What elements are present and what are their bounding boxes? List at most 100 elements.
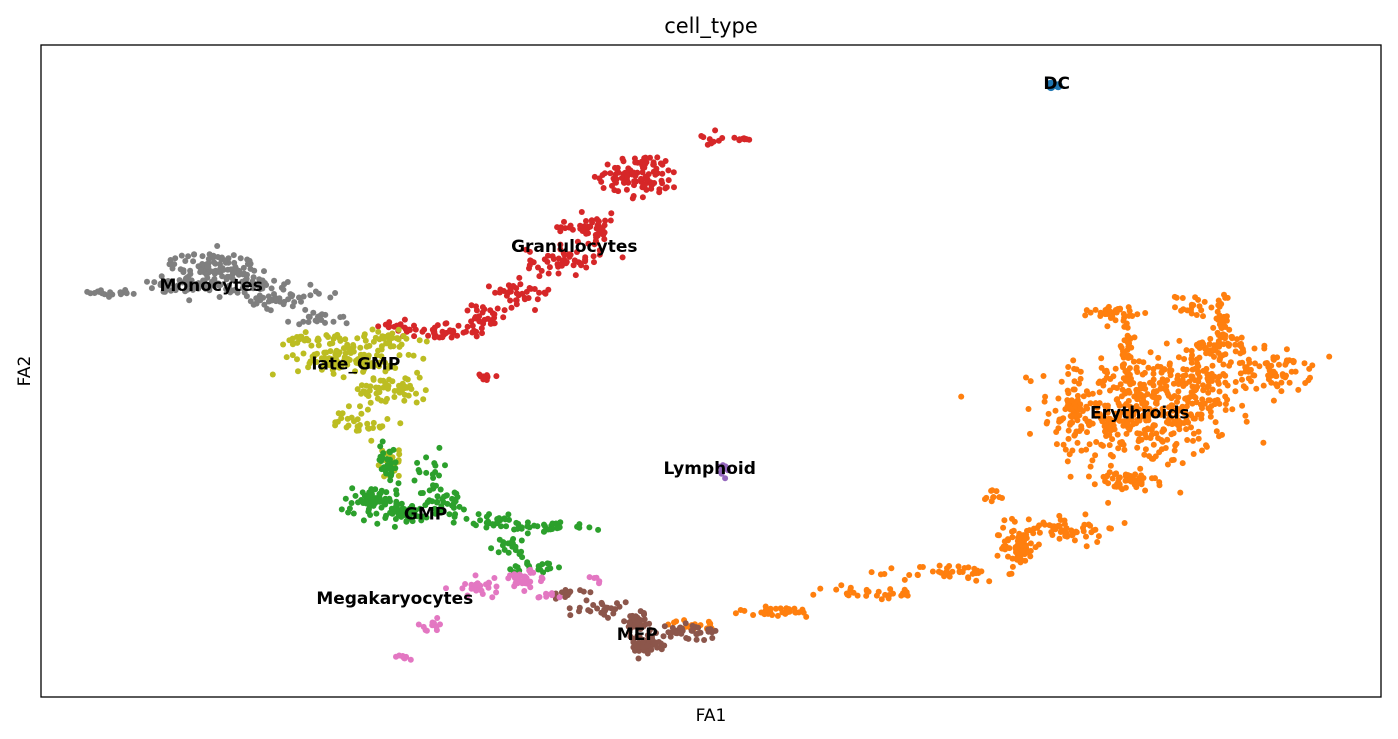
data-point <box>917 564 923 570</box>
data-point <box>646 627 653 634</box>
data-point <box>496 536 503 543</box>
data-point <box>838 582 845 589</box>
data-point <box>1137 465 1144 472</box>
data-point <box>382 380 389 387</box>
data-point <box>1142 446 1149 453</box>
data-point <box>405 351 412 358</box>
data-point <box>271 277 278 284</box>
data-point <box>536 273 543 280</box>
data-point <box>433 499 440 506</box>
data-point <box>383 512 389 519</box>
data-point <box>591 241 598 248</box>
data-point <box>888 565 895 572</box>
data-point <box>978 568 985 575</box>
data-point <box>1239 359 1246 366</box>
data-point <box>1164 390 1171 397</box>
data-point <box>1190 451 1197 457</box>
data-point <box>1114 385 1120 391</box>
data-point <box>513 579 520 586</box>
data-point <box>626 619 633 626</box>
data-point <box>1009 555 1016 562</box>
data-point <box>545 270 552 277</box>
data-point <box>649 635 656 642</box>
data-point <box>1126 308 1133 314</box>
cluster-label: Granulocytes <box>511 237 637 257</box>
data-point <box>280 286 287 293</box>
data-point <box>1326 353 1333 360</box>
data-point <box>1188 424 1194 431</box>
data-point <box>485 283 492 290</box>
data-point <box>587 589 594 596</box>
data-point <box>1176 337 1183 344</box>
data-point <box>1195 435 1202 442</box>
data-point <box>382 398 389 405</box>
data-point <box>296 294 302 301</box>
data-point <box>1183 426 1190 433</box>
data-point <box>1113 470 1120 477</box>
data-point <box>1124 375 1131 382</box>
data-point <box>566 253 573 260</box>
data-point <box>398 513 405 520</box>
data-point <box>477 582 484 589</box>
data-point <box>943 569 950 576</box>
data-point <box>1114 431 1121 438</box>
data-point <box>483 524 490 531</box>
data-point <box>1209 386 1216 393</box>
data-point <box>586 524 593 531</box>
data-point <box>1150 422 1157 429</box>
data-point <box>965 564 972 571</box>
data-point <box>661 642 668 649</box>
data-point <box>370 419 377 426</box>
data-point <box>1148 455 1155 462</box>
data-point <box>1096 389 1103 396</box>
data-point <box>1147 379 1153 386</box>
data-point <box>627 625 634 631</box>
data-point <box>1220 371 1227 377</box>
data-point <box>472 581 479 588</box>
data-point <box>391 523 398 530</box>
data-point <box>1076 428 1083 434</box>
data-point <box>525 295 532 301</box>
data-point <box>593 574 600 581</box>
data-point <box>387 498 393 505</box>
data-point <box>340 345 347 352</box>
data-point <box>285 318 292 325</box>
data-point <box>191 251 197 258</box>
data-point <box>338 506 345 513</box>
data-point <box>375 387 382 394</box>
data-point <box>1121 402 1128 409</box>
data-point <box>302 306 309 313</box>
data-point <box>265 293 272 300</box>
data-point <box>810 591 817 598</box>
data-point <box>1124 389 1131 396</box>
data-point <box>1083 543 1090 550</box>
data-point <box>973 577 980 584</box>
data-point <box>1229 406 1236 413</box>
data-point <box>1286 379 1293 386</box>
data-point <box>1158 369 1165 376</box>
data-point <box>1149 475 1155 482</box>
data-point <box>996 494 1003 501</box>
data-point <box>1170 456 1177 463</box>
data-point <box>632 159 639 166</box>
data-point <box>519 290 526 297</box>
data-point <box>101 291 108 298</box>
data-point <box>434 615 441 621</box>
data-point <box>1090 527 1097 534</box>
data-point <box>1103 405 1110 412</box>
data-point <box>493 583 500 590</box>
data-point <box>426 487 433 494</box>
data-point <box>268 285 275 292</box>
data-point <box>585 230 591 237</box>
data-point <box>165 278 172 284</box>
data-point <box>557 241 564 248</box>
data-point <box>388 460 395 467</box>
data-point <box>1222 379 1229 386</box>
data-point <box>296 321 303 328</box>
data-point <box>367 512 374 518</box>
data-point <box>1239 402 1246 409</box>
data-point <box>661 623 668 630</box>
data-point <box>430 482 436 489</box>
data-point <box>1136 436 1143 443</box>
data-point <box>996 532 1002 539</box>
